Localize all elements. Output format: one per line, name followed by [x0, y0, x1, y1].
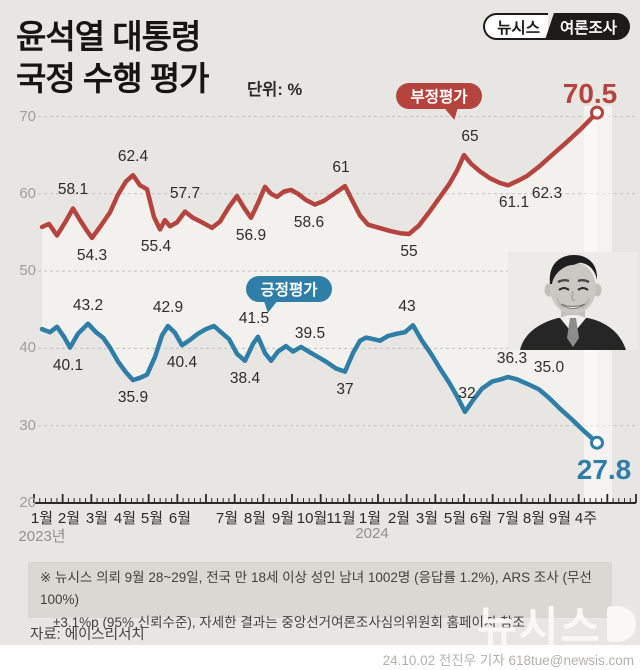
final-negative-value: 70.5 — [562, 78, 618, 109]
methodology-note-line1: ※ 뉴시스 의뢰 9월 28~29일, 전국 만 18세 이상 성인 남녀 10… — [40, 570, 592, 608]
data-label-positive: 35.0 — [533, 358, 565, 376]
x-axis-label: 2월 — [57, 510, 81, 527]
data-label-positive: 35.9 — [117, 389, 149, 407]
photo-smile — [560, 303, 586, 309]
x-axis-label: 8월 — [243, 510, 267, 527]
x-axis-label: 3월 — [415, 510, 439, 527]
photo-eye — [558, 287, 570, 291]
year-label: 2024 — [355, 525, 389, 542]
negative-series-label: 부정평가 — [410, 89, 468, 106]
methodology-note-line2: ±3.1%p (95% 신뢰수준), 자세한 결과는 중앙선거여론조사심의위원회… — [53, 614, 525, 630]
page-title-line2: 국정 수행 평가 — [16, 60, 209, 97]
data-label-positive: 39.5 — [294, 325, 326, 343]
data-label-positive: 36.3 — [496, 350, 528, 367]
photo-smile-line — [581, 297, 590, 309]
data-label-positive: 37 — [336, 380, 354, 398]
x-axis-label: 6월 — [469, 510, 493, 527]
x-axis-label: 4주 — [574, 510, 598, 527]
data-label-negative: 65 — [461, 128, 479, 146]
data-label-negative: 62.3 — [531, 185, 563, 203]
x-axis-label: 7월 — [215, 510, 239, 527]
data-label-negative: 61 — [332, 159, 350, 177]
data-label-positive: 43 — [398, 298, 416, 316]
newsis-watermark-logo: 뉴시스 — [477, 593, 636, 655]
photo-eyebrow — [577, 279, 590, 284]
x-axis-label: 7월 — [496, 510, 520, 527]
photo-face — [550, 262, 596, 314]
data-label-positive: 40.1 — [52, 356, 84, 374]
data-label-negative: 56.9 — [235, 226, 267, 244]
data-label-negative: 55.4 — [140, 238, 172, 256]
y-axis-label-50: 50 — [19, 262, 36, 280]
data-label-positive: 41.5 — [238, 309, 270, 327]
positive-series-label: 긍정평가 — [260, 282, 318, 299]
x-axis-label: 1월 — [358, 510, 382, 527]
data-label-negative: 54.3 — [76, 246, 108, 264]
unit-label: 단위: % — [247, 81, 303, 99]
data-label-negative: 58.6 — [293, 213, 325, 231]
photo-tie — [567, 318, 579, 347]
x-axis-label: 8월 — [522, 510, 546, 527]
newsis-symbol-icon — [607, 606, 636, 642]
x-axis-label: 9월 — [271, 510, 295, 527]
news-brand-badge: 뉴시스 여론조사 — [483, 13, 630, 40]
x-axis-label: 3월 — [85, 510, 109, 527]
page-title-line1: 윤석열 대통령 — [16, 18, 201, 55]
bottom-strip — [0, 645, 640, 670]
data-label-positive: 32 — [458, 384, 476, 402]
photo-eyebrow — [557, 279, 570, 284]
data-label-negative: 58.1 — [57, 181, 89, 199]
y-axis-label-20: 20 — [19, 494, 36, 511]
methodology-note: ※ 뉴시스 의뢰 9월 28~29일, 전국 만 18세 이상 성인 남녀 10… — [40, 567, 606, 634]
data-label-positive: 42.9 — [152, 298, 184, 316]
positive-series-badge: 긍정평가 — [246, 276, 332, 315]
data-label-negative: 62.4 — [117, 148, 149, 166]
newsis-brand-label: 뉴시스 — [483, 13, 548, 40]
y-axis-label-70: 70 — [19, 107, 36, 125]
year-label: 2023년 — [18, 528, 66, 545]
y-axis-label-60: 60 — [19, 184, 36, 202]
watermark-text: 뉴시스 — [477, 604, 602, 652]
photo-nose — [571, 290, 576, 302]
y-axis-label-40: 40 — [19, 339, 36, 357]
data-label-negative: 57.7 — [169, 184, 201, 202]
data-label-positive: 38.4 — [229, 369, 261, 387]
x-axis-label: 2월 — [387, 510, 411, 527]
x-axis-label: 9월 — [548, 510, 572, 527]
photo-smile-line — [556, 297, 565, 309]
x-axis-label: 1월 — [30, 510, 54, 527]
data-label-positive: 43.2 — [72, 296, 104, 314]
photo-hair — [549, 255, 598, 284]
x-axis-label: 10월 — [296, 510, 328, 527]
x-axis-label: 6월 — [168, 510, 192, 527]
negative-series-badge: 부정평가 — [396, 83, 482, 122]
data-label-positive: 40.4 — [166, 354, 198, 372]
y-axis-label-30: 30 — [19, 416, 36, 434]
x-axis-label: 4월 — [113, 510, 137, 527]
x-axis-label: 11월 — [326, 510, 356, 527]
source-label: 자료: 에이스리서치 — [30, 627, 145, 643]
final-positive-value: 27.8 — [576, 454, 632, 485]
photo-eye — [577, 287, 589, 291]
callout-tail-icon — [260, 298, 278, 315]
data-label-negative: 61.1 — [498, 194, 530, 212]
methodology-note-box — [28, 562, 612, 618]
x-axis-label: 5월 — [443, 510, 467, 527]
credit-line: 24.10.02 전진우 기자 618tue@newsis.com — [382, 653, 634, 668]
president-photo — [508, 252, 638, 350]
x-axis-label: 5월 — [140, 510, 164, 527]
data-label-negative: 55 — [400, 242, 418, 260]
poll-survey-label: 여론조사 — [544, 13, 630, 40]
